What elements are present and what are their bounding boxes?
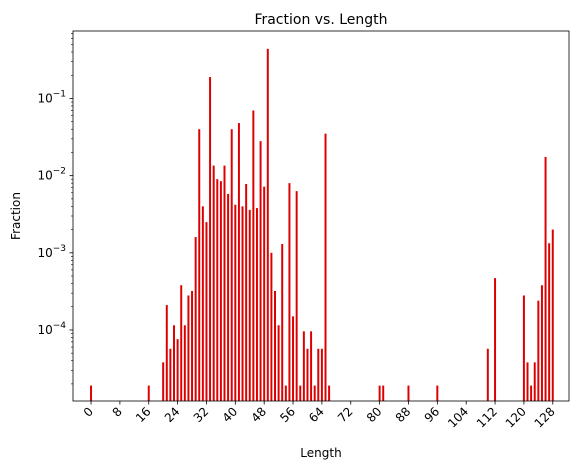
bar <box>255 208 258 401</box>
bar <box>540 285 543 401</box>
bar <box>263 186 266 401</box>
bars <box>90 48 554 402</box>
bar <box>270 252 273 401</box>
bar <box>248 209 251 401</box>
x-axis-title: Length <box>300 446 341 460</box>
bar <box>90 385 93 401</box>
bar <box>548 243 551 401</box>
bar <box>313 385 316 401</box>
bar <box>299 385 302 401</box>
bar <box>537 300 540 401</box>
y-tick-label: 10−3 <box>37 244 66 260</box>
bar <box>165 305 168 401</box>
bar <box>237 123 240 401</box>
y-axis-ticks: 10−4 10−3 10−2 10−1 <box>37 33 73 385</box>
bar <box>530 385 533 401</box>
bar <box>310 331 313 401</box>
bar <box>173 325 175 401</box>
bar <box>295 191 298 401</box>
y-tick-label: 10−1 <box>37 90 66 106</box>
bar <box>407 385 410 401</box>
bar <box>227 193 230 401</box>
bar <box>245 183 248 401</box>
bar <box>147 385 150 401</box>
bar <box>281 244 284 401</box>
bar <box>378 385 381 401</box>
plot-frame <box>72 30 570 402</box>
bar <box>486 348 489 401</box>
bar <box>223 165 226 401</box>
bar <box>277 325 280 401</box>
bar <box>436 385 439 401</box>
bar <box>302 331 305 401</box>
bar <box>266 48 269 402</box>
bar <box>526 362 529 401</box>
bar <box>234 204 237 401</box>
bar <box>324 133 327 401</box>
bar <box>551 229 554 401</box>
bar <box>176 339 179 401</box>
bar <box>209 77 212 401</box>
bar <box>320 348 323 401</box>
y-axis-title: Fraction <box>9 192 23 240</box>
chart-title: Fraction vs. Length <box>254 12 387 28</box>
bar <box>194 237 197 401</box>
y-tick-label: 10−4 <box>37 321 66 337</box>
bar <box>205 222 208 401</box>
bar <box>183 325 186 401</box>
bar <box>533 362 536 401</box>
bar <box>284 385 287 401</box>
bar <box>544 156 547 401</box>
bar <box>201 206 204 401</box>
bar <box>169 348 172 401</box>
bar <box>292 316 295 401</box>
bar <box>522 295 525 401</box>
bar <box>198 129 201 401</box>
bar <box>191 290 194 401</box>
bar <box>317 348 320 401</box>
bar <box>241 206 244 401</box>
bar <box>259 141 262 401</box>
bar <box>187 295 190 401</box>
bar <box>274 290 276 401</box>
bar <box>494 278 497 401</box>
y-tick-label: 10−2 <box>37 167 66 183</box>
bar <box>162 362 165 401</box>
bar <box>288 183 291 401</box>
bar <box>219 181 222 401</box>
bar <box>216 179 219 401</box>
bar <box>252 110 255 402</box>
bar <box>306 348 309 401</box>
bar <box>180 285 183 401</box>
bar <box>212 165 215 401</box>
bar <box>230 129 233 401</box>
bar <box>328 385 331 401</box>
bar <box>382 385 385 401</box>
